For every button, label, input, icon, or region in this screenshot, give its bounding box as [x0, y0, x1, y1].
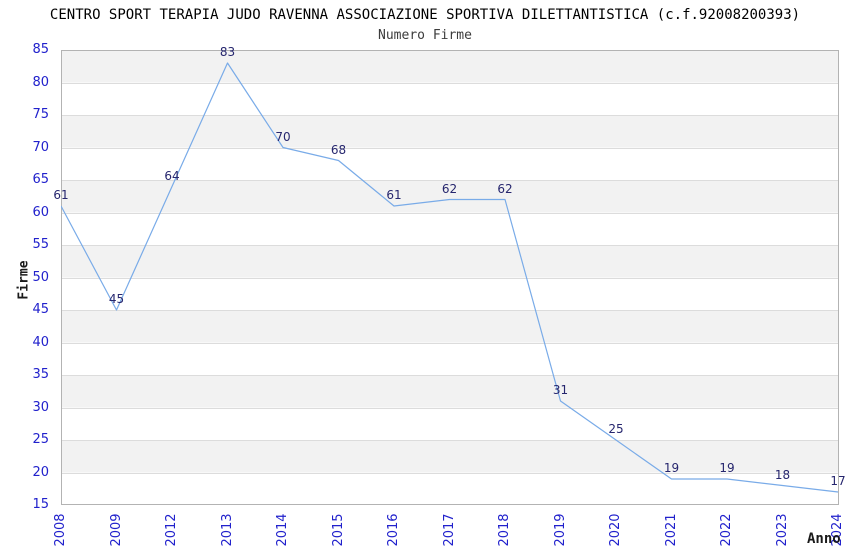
value-label: 61 — [53, 188, 69, 202]
plot-band — [61, 50, 839, 83]
y-tick-label: 60 — [32, 204, 49, 220]
plot-band — [61, 407, 839, 440]
plot-band — [61, 277, 839, 310]
plot-band — [61, 180, 839, 213]
plot-border — [61, 50, 839, 505]
x-tick-label: 2021 — [663, 513, 679, 547]
x-tick-label: 2012 — [164, 513, 179, 547]
plot-band — [61, 115, 839, 148]
chart-subtitle: Numero Firme — [378, 28, 472, 43]
y-tick-label: 75 — [32, 107, 49, 122]
x-axis-title: Anno — [807, 531, 841, 547]
value-label: 62 — [441, 181, 458, 196]
value-label: 45 — [108, 292, 125, 306]
y-tick-label: 55 — [32, 237, 49, 252]
y-tick-label: 20 — [32, 464, 49, 480]
plot-band — [61, 440, 839, 473]
y-tick-label: 15 — [32, 497, 49, 512]
value-label: 18 — [774, 467, 791, 482]
chart-title: CENTRO SPORT TERAPIA JUDO RAVENNA ASSOCI… — [49, 7, 801, 23]
value-label: 62 — [497, 181, 513, 196]
plot-band — [61, 342, 839, 375]
plot-band — [61, 245, 839, 278]
y-tick-label: 40 — [32, 334, 49, 350]
plot-band — [61, 375, 839, 408]
plot-band — [61, 472, 839, 505]
y-tick-label: 25 — [32, 432, 49, 447]
value-label: 19 — [663, 461, 680, 475]
y-axis-title: Firme — [16, 260, 32, 300]
value-label: 19 — [719, 461, 735, 475]
x-tick-label: 2008 — [53, 513, 68, 547]
plot-band — [61, 212, 839, 245]
y-tick-label: 45 — [32, 302, 49, 317]
value-label: 70 — [275, 129, 291, 144]
plot-band — [61, 310, 839, 343]
x-tick-label: 2016 — [386, 513, 401, 547]
x-tick-label: 2015 — [330, 513, 346, 547]
value-label: 61 — [386, 188, 402, 202]
y-tick-label: 30 — [32, 399, 49, 415]
x-tick-label: 2023 — [774, 513, 790, 547]
x-tick-label: 2013 — [219, 513, 235, 547]
plot-band — [61, 147, 839, 180]
y-tick-label: 65 — [32, 172, 49, 187]
y-tick-label: 70 — [32, 139, 49, 155]
value-label: 64 — [164, 168, 180, 183]
plot-canvas — [61, 50, 839, 505]
x-tick-label: 2018 — [497, 513, 512, 547]
value-label: 83 — [219, 45, 236, 59]
value-label: 31 — [552, 383, 569, 397]
x-tick-label: 2017 — [441, 513, 457, 547]
y-tick-label: 85 — [32, 42, 49, 57]
plot-area — [61, 50, 839, 505]
value-label: 25 — [608, 422, 624, 436]
x-tick-label: 2009 — [108, 513, 124, 547]
x-tick-label: 2014 — [275, 513, 290, 547]
value-label: 17 — [830, 474, 846, 488]
plot-band — [61, 82, 839, 115]
x-tick-label: 2019 — [552, 513, 568, 547]
value-label: 68 — [330, 142, 347, 157]
x-tick-label: 2020 — [608, 513, 623, 547]
y-tick-label: 50 — [32, 269, 49, 285]
x-tick-label: 2022 — [719, 513, 734, 547]
y-tick-label: 35 — [32, 367, 49, 382]
data-line — [61, 62, 839, 493]
y-tick-label: 80 — [32, 74, 49, 90]
